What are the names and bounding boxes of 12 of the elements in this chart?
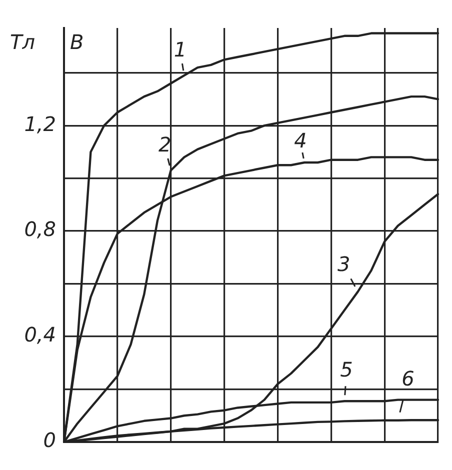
annotation: B [70, 30, 84, 54]
y-axis-title: Тл [10, 30, 36, 54]
series-label: 5 [340, 357, 353, 382]
y-tick-label: 0,4 [24, 322, 56, 347]
series-label: 4 [294, 128, 307, 153]
series-label: 3 [337, 252, 350, 276]
series-label: 6 [402, 366, 414, 391]
y-tick-label: 1,2 [24, 112, 56, 136]
series-label: 2 [158, 132, 172, 157]
series-label: 1 [174, 38, 187, 62]
y-tick-label: 0 [43, 428, 56, 452]
y-tick-label: 0,8 [24, 217, 56, 242]
